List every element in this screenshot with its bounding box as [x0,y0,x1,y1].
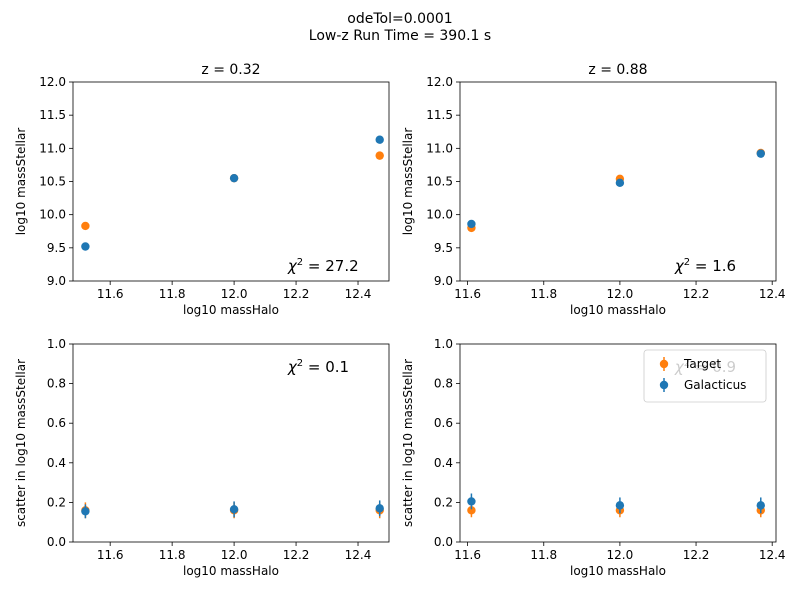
data-point [615,178,625,188]
x-tick-label: 11.6 [454,548,481,562]
x-tick-label: 12.0 [607,287,634,301]
x-tick-label: 12.0 [607,548,634,562]
data-point [81,242,90,251]
suptitle-line1: odeTol=0.0001 [347,11,452,27]
series-galacticus [81,500,384,519]
data-point [756,501,765,510]
x-tick-label: 12.0 [221,287,248,301]
chi-squared-label: χ2 = 1.6 [674,257,736,275]
axes-frame [72,81,390,282]
data-point [81,507,90,516]
x-tick-label: 12.2 [683,287,710,301]
x-tick-label: 12.2 [283,548,310,562]
panel-title: z = 0.32 [201,62,260,78]
chi-squared-label: χ2 = 27.2 [287,257,359,275]
y-tick-label: 9.0 [434,274,453,288]
y-tick-label: 11.0 [426,141,453,155]
y-tick-label: 9.0 [47,274,66,288]
y-tick-label: 11.5 [39,108,66,122]
data-point [756,149,765,158]
legend: Target Galacticus [643,349,767,403]
data-point [467,497,476,506]
y-axis-label: log10 massStellar [14,128,28,236]
y-tick-label: 10.0 [426,208,453,222]
x-tick-label: 11.6 [97,548,124,562]
y-tick-label: 9.5 [47,241,66,255]
series-galacticus [81,135,384,251]
y-tick-label: 12.0 [426,75,453,89]
x-tick-label: 12.4 [759,287,786,301]
x-tick-label: 11.8 [530,287,557,301]
x-axis-label: log10 massHalo [570,303,666,317]
y-tick-label: 1.0 [434,337,453,351]
y-tick-label: 0.0 [434,535,453,549]
y-tick-label: 0.0 [47,535,66,549]
y-tick-label: 10.0 [39,208,66,222]
y-tick-label: 10.5 [39,175,66,189]
series-galacticus [467,149,765,229]
data-point [81,221,90,231]
y-tick-label: 0.6 [434,416,453,430]
legend-label: Target [683,357,721,371]
y-tick-label: 11.5 [426,108,453,122]
x-tick-label: 12.4 [759,548,786,562]
y-tick-label: 0.4 [434,456,453,470]
panel-top-right: 11.6 11.8 12.0 12.2 12.4 9.0 9.5 10.0 10.5 11.0 11… [401,62,786,317]
x-tick-label: 11.6 [454,287,481,301]
y-tick-label: 12.0 [39,75,66,89]
legend-marker [659,380,669,390]
data-point [467,506,476,515]
x-axis-label: log10 massHalo [570,564,666,578]
suptitle-line2: Low-z Run Time = 390.1 s [309,28,491,44]
y-tick-label: 0.8 [47,377,66,391]
legend-label: Galacticus [684,378,746,392]
x-tick-label: 11.8 [159,548,186,562]
axes-frame [459,343,777,543]
y-axis-label: log10 massStellar [401,128,415,236]
y-tick-label: 0.2 [434,495,453,509]
y-tick-label: 9.5 [434,241,453,255]
x-tick-label: 12.0 [221,548,248,562]
x-tick-label: 12.4 [345,287,372,301]
x-tick-label: 12.2 [283,287,310,301]
panel-top-left: 11.6 11.8 12.0 12.2 12.4 9.0 9.5 10.0 10.5 11.0 11… [14,62,390,317]
data-point [375,504,384,513]
y-tick-label: 0.8 [434,377,453,391]
x-tick-label: 11.8 [159,287,186,301]
y-tick-label: 0.4 [47,456,66,470]
y-tick-label: 10.5 [426,175,453,189]
panel-bottom-left: 11.6 11.8 12.0 12.2 12.4 0.0 0.2 0.4 0.6 0.8 1.0 lo… [14,337,390,578]
x-tick-label: 12.2 [683,548,710,562]
legend-box [643,349,767,403]
series-target [81,151,384,231]
x-tick-label: 11.8 [530,548,557,562]
y-tick-label: 11.0 [39,141,66,155]
data-point [615,501,625,510]
y-tick-label: 0.2 [47,495,66,509]
series-target [467,148,765,233]
data-point [375,135,384,144]
y-tick-label: 1.0 [47,337,66,351]
y-tick-label: 0.6 [47,416,66,430]
data-point [467,219,476,229]
x-tick-label: 12.4 [345,548,372,562]
data-point [229,505,239,514]
x-axis-label: log10 massHalo [183,303,279,317]
y-axis-label: scatter in log10 massStellar [14,359,28,527]
axes-frame [72,343,390,543]
y-axis-label: scatter in log10 massStellar [401,359,415,527]
panel-title: z = 0.88 [588,62,647,78]
data-point [229,173,239,183]
x-tick-label: 11.6 [97,287,124,301]
chi-squared-label: χ2 = 0.1 [287,358,349,376]
x-axis-label: log10 massHalo [183,564,279,578]
panel-bottom-right: 11.6 11.8 12.0 12.2 12.4 0.0 0.2 0.4 0.6 0.8 1.0 lo… [401,337,786,578]
legend-marker [659,359,669,369]
series-galacticus [467,493,765,514]
data-point [375,151,384,160]
